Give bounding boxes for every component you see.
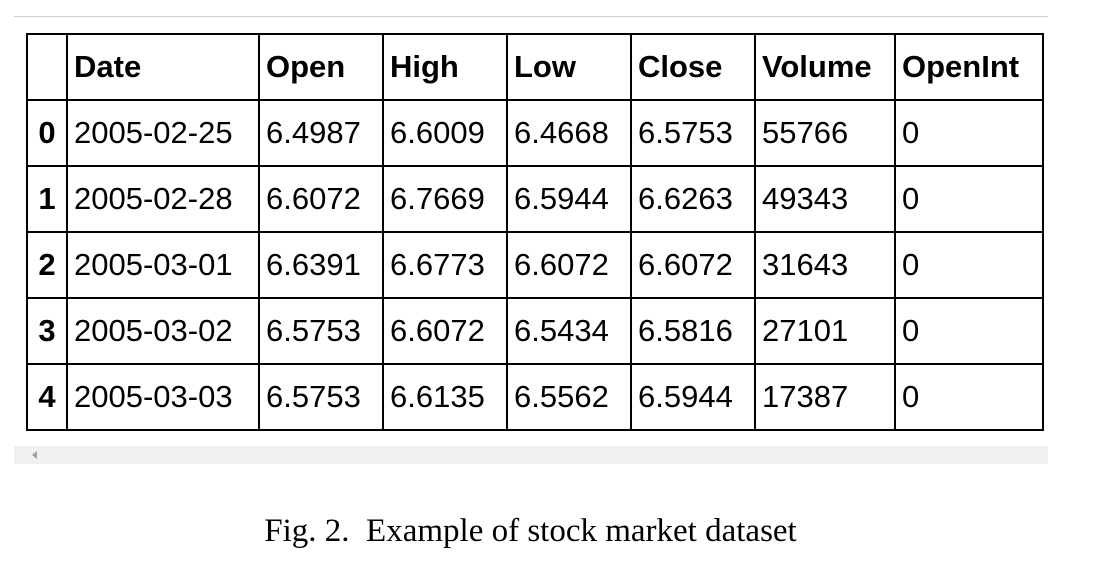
column-header-openint: OpenInt <box>894 33 1044 101</box>
cell-open: 6.6391 <box>258 231 384 299</box>
column-header-high: High <box>382 33 508 101</box>
cell-volume: 31643 <box>754 231 896 299</box>
cell-low: 6.4668 <box>506 99 632 167</box>
cell-high: 6.6135 <box>382 363 508 431</box>
cell-high: 6.6773 <box>382 231 508 299</box>
cell-high: 6.6009 <box>382 99 508 167</box>
column-header-open: Open <box>258 33 384 101</box>
cell-close: 6.6072 <box>630 231 756 299</box>
dataframe-container: Date Open High Low Close Volume OpenInt … <box>26 33 1044 431</box>
table-row: 3 2005-03-02 6.5753 6.6072 6.5434 6.5816… <box>26 297 1044 365</box>
cell-low: 6.6072 <box>506 231 632 299</box>
row-index: 3 <box>26 297 68 365</box>
column-header-volume: Volume <box>754 33 896 101</box>
cell-close: 6.5753 <box>630 99 756 167</box>
row-index: 4 <box>26 363 68 431</box>
cell-high: 6.6072 <box>382 297 508 365</box>
column-header-date: Date <box>66 33 260 101</box>
index-header <box>26 33 68 101</box>
cell-volume: 49343 <box>754 165 896 233</box>
cell-open: 6.5753 <box>258 363 384 431</box>
cell-date: 2005-02-28 <box>66 165 260 233</box>
cell-close: 6.5944 <box>630 363 756 431</box>
cell-low: 6.5562 <box>506 363 632 431</box>
cell-openint: 0 <box>894 165 1044 233</box>
cell-date: 2005-03-02 <box>66 297 260 365</box>
cell-volume: 55766 <box>754 99 896 167</box>
column-header-low: Low <box>506 33 632 101</box>
cell-low: 6.5944 <box>506 165 632 233</box>
cell-openint: 0 <box>894 297 1044 365</box>
stock-data-table: Date Open High Low Close Volume OpenInt … <box>26 33 1044 431</box>
cell-date: 2005-03-01 <box>66 231 260 299</box>
caption-text: Example of stock market dataset <box>366 513 797 549</box>
figure-caption: Fig. 2. Example of stock market dataset <box>0 513 1061 550</box>
table-row: 4 2005-03-03 6.5753 6.6135 6.5562 6.5944… <box>26 363 1044 431</box>
cell-date: 2005-02-25 <box>66 99 260 167</box>
cell-open: 6.6072 <box>258 165 384 233</box>
top-divider <box>14 16 1048 17</box>
row-index: 1 <box>26 165 68 233</box>
caption-label: Fig. 2. <box>264 513 350 549</box>
table-header-row: Date Open High Low Close Volume OpenInt <box>26 33 1044 101</box>
table-row: 2 2005-03-01 6.6391 6.6773 6.6072 6.6072… <box>26 231 1044 299</box>
cell-volume: 27101 <box>754 297 896 365</box>
cell-openint: 0 <box>894 99 1044 167</box>
cell-close: 6.6263 <box>630 165 756 233</box>
cell-date: 2005-03-03 <box>66 363 260 431</box>
row-index: 0 <box>26 99 68 167</box>
cell-openint: 0 <box>894 231 1044 299</box>
cell-open: 6.5753 <box>258 297 384 365</box>
cell-close: 6.5816 <box>630 297 756 365</box>
horizontal-scrollbar[interactable] <box>14 446 1048 464</box>
row-index: 2 <box>26 231 68 299</box>
cell-open: 6.4987 <box>258 99 384 167</box>
cell-high: 6.7669 <box>382 165 508 233</box>
table-row: 0 2005-02-25 6.4987 6.6009 6.4668 6.5753… <box>26 99 1044 167</box>
cell-openint: 0 <box>894 363 1044 431</box>
cell-low: 6.5434 <box>506 297 632 365</box>
scroll-left-arrow-icon[interactable] <box>32 451 37 459</box>
column-header-close: Close <box>630 33 756 101</box>
cell-volume: 17387 <box>754 363 896 431</box>
table-row: 1 2005-02-28 6.6072 6.7669 6.5944 6.6263… <box>26 165 1044 233</box>
